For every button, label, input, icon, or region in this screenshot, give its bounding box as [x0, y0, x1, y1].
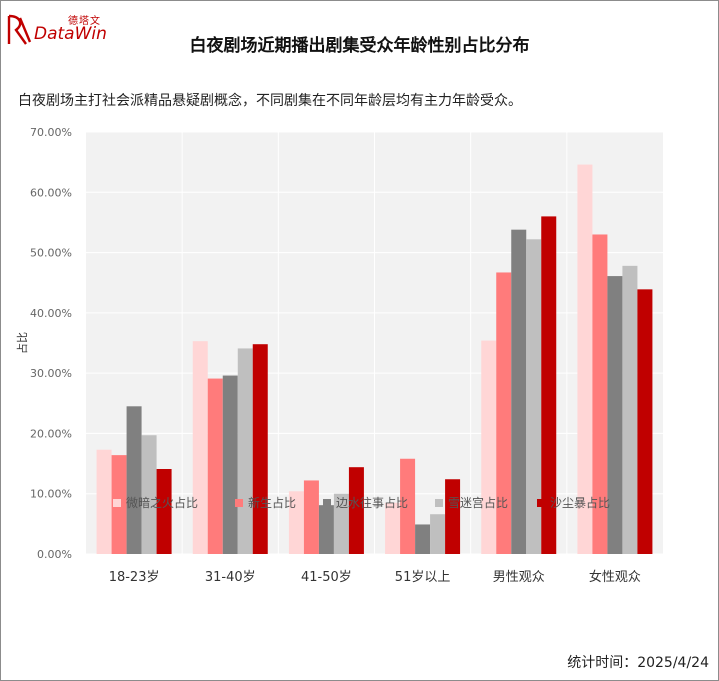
- bar: [511, 229, 527, 555]
- bar: [96, 449, 112, 554]
- bar: [385, 502, 401, 554]
- bar: [192, 341, 208, 554]
- y-tick-label: 40.00%: [30, 307, 72, 320]
- legend-label: 微暗之火占比: [126, 495, 198, 510]
- y-tick-label: 10.00%: [30, 488, 72, 501]
- bar: [445, 479, 461, 554]
- bar: [141, 435, 157, 554]
- bar-chart: 0.00% 10.00% 20.00% 30.00% 40.00% 50.00% 60.00…: [15, 126, 663, 585]
- legend-label: 雪迷宫占比: [448, 495, 508, 510]
- x-tick-label: 18-23岁: [109, 570, 160, 585]
- stat-time: 统计时间：2025/4/24: [567, 655, 709, 671]
- legend-swatch: [435, 499, 443, 507]
- bar: [430, 514, 446, 554]
- legend-swatch: [323, 499, 331, 507]
- x-tick-label: 41-50岁: [301, 570, 352, 585]
- x-tick-label: 31-40岁: [205, 570, 256, 585]
- chart-title: 白夜剧场近期播出剧集受众年龄性别占比分布: [189, 36, 530, 56]
- bar: [237, 348, 253, 554]
- bar: [207, 378, 223, 554]
- datawin-logo: 德塔文 DataWin: [6, 10, 126, 50]
- legend: 微暗之火占比 新生占比 边水往事占比 雪迷宫占比 沙尘暴占比: [113, 495, 610, 510]
- bar: [481, 340, 497, 554]
- legend-swatch: [235, 499, 243, 507]
- y-tick-label: 60.00%: [30, 186, 72, 199]
- chart-subtitle: 白夜剧场主打社会派精品悬疑剧概念，不同剧集在不同年龄层均有主力年龄受众。: [18, 93, 522, 109]
- bar: [496, 272, 512, 554]
- logo-mark-icon: [7, 14, 32, 45]
- x-tick-label: 女性观众: [589, 569, 641, 585]
- bar: [592, 234, 608, 554]
- bar: [222, 375, 238, 554]
- bar: [318, 505, 334, 554]
- x-tick-label: 男性观众: [493, 570, 545, 585]
- y-tick-label: 50.00%: [30, 247, 72, 260]
- x-axis-ticks: 18-23岁 31-40岁 41-50岁 51岁以上 男性观众 女性观众: [109, 569, 641, 585]
- bar: [541, 216, 557, 554]
- bar: [126, 406, 142, 554]
- legend-swatch: [113, 499, 121, 507]
- bar: [333, 493, 349, 554]
- bar: [622, 265, 638, 554]
- y-tick-label: 70.00%: [30, 126, 72, 139]
- y-tick-label: 30.00%: [30, 367, 72, 380]
- legend-label: 边水往事占比: [336, 495, 408, 510]
- y-tick-label: 20.00%: [30, 427, 72, 440]
- bar: [400, 458, 416, 554]
- logo-text-en: DataWin: [34, 24, 107, 44]
- x-tick-label: 51岁以上: [395, 570, 451, 585]
- legend-swatch: [537, 499, 545, 507]
- y-axis-label: 占比: [15, 332, 29, 354]
- bar: [415, 524, 431, 554]
- bar: [348, 467, 364, 554]
- logo-text-cn: 德塔文: [68, 16, 101, 27]
- legend-label: 沙尘暴占比: [550, 495, 610, 510]
- bar: [577, 164, 593, 554]
- bar: [526, 239, 542, 554]
- bar: [156, 468, 172, 554]
- y-axis-ticks: 0.00% 10.00% 20.00% 30.00% 40.00% 50.00% 60.00…: [30, 126, 72, 561]
- bar: [607, 276, 623, 554]
- bar: [637, 289, 653, 554]
- gridlines: [86, 131, 663, 555]
- y-tick-label: 0.00%: [37, 548, 72, 561]
- bar: [303, 480, 319, 554]
- bar: [252, 344, 268, 554]
- bars: [96, 164, 653, 555]
- legend-label: 新生占比: [248, 495, 296, 510]
- bar: [288, 491, 304, 554]
